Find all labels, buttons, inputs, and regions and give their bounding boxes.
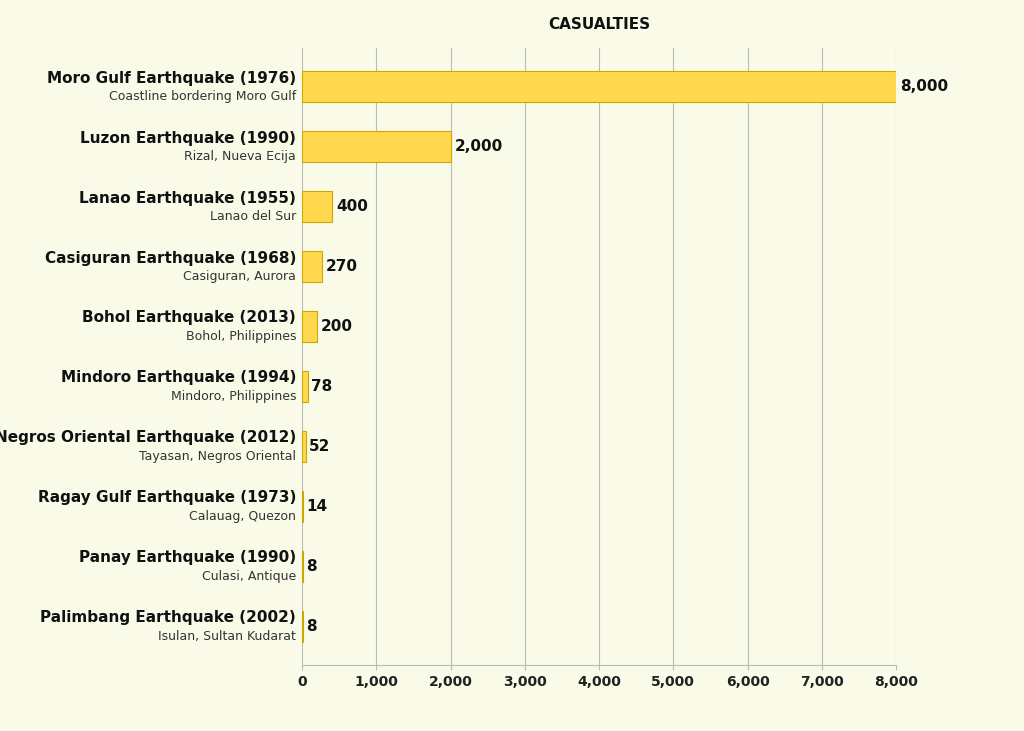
Text: 2,000: 2,000	[455, 139, 503, 154]
Text: Lanao del Sur: Lanao del Sur	[210, 210, 296, 223]
Bar	[302, 311, 317, 342]
Text: Bohol Earthquake (2013): Bohol Earthquake (2013)	[82, 311, 296, 325]
Bar	[302, 251, 323, 282]
Text: 14: 14	[306, 499, 328, 514]
Bar	[302, 131, 451, 162]
Text: 200: 200	[321, 319, 353, 334]
Text: Casiguran Earthquake (1968): Casiguran Earthquake (1968)	[45, 251, 296, 265]
Text: Panay Earthquake (1990): Panay Earthquake (1990)	[79, 550, 296, 565]
Text: Mindoro, Philippines: Mindoro, Philippines	[171, 390, 296, 403]
Text: Calauag, Quezon: Calauag, Quezon	[189, 510, 296, 523]
Text: Negros Oriental Earthquake (2012): Negros Oriental Earthquake (2012)	[0, 431, 296, 445]
Text: Casiguran, Aurora: Casiguran, Aurora	[183, 270, 296, 283]
Text: Isulan, Sultan Kudarat: Isulan, Sultan Kudarat	[159, 630, 296, 643]
Text: 52: 52	[309, 439, 331, 454]
Text: Rizal, Nueva Ecija: Rizal, Nueva Ecija	[184, 150, 296, 163]
Bar	[302, 491, 303, 522]
Text: 8,000: 8,000	[900, 79, 948, 94]
Bar	[302, 371, 308, 402]
Text: Mindoro Earthquake (1994): Mindoro Earthquake (1994)	[60, 371, 296, 385]
Text: Ragay Gulf Earthquake (1973): Ragay Gulf Earthquake (1973)	[38, 491, 296, 505]
Text: Lanao Earthquake (1955): Lanao Earthquake (1955)	[79, 191, 296, 205]
Text: 400: 400	[336, 199, 368, 214]
Text: Tayasan, Negros Oriental: Tayasan, Negros Oriental	[139, 450, 296, 463]
Text: Bohol, Philippines: Bohol, Philippines	[185, 330, 296, 343]
Text: CASUALTIES: CASUALTIES	[548, 17, 650, 32]
Bar	[302, 71, 896, 102]
Text: Coastline bordering Moro Gulf: Coastline bordering Moro Gulf	[109, 90, 296, 103]
Text: 270: 270	[327, 259, 358, 274]
Bar	[302, 431, 306, 462]
Text: Culasi, Antique: Culasi, Antique	[202, 570, 296, 583]
Text: Luzon Earthquake (1990): Luzon Earthquake (1990)	[80, 131, 296, 145]
Text: 8: 8	[305, 558, 316, 574]
Text: Palimbang Earthquake (2002): Palimbang Earthquake (2002)	[40, 610, 296, 625]
Bar	[302, 191, 332, 222]
Text: 8: 8	[305, 618, 316, 634]
Text: Moro Gulf Earthquake (1976): Moro Gulf Earthquake (1976)	[47, 71, 296, 86]
Text: 78: 78	[311, 379, 332, 394]
